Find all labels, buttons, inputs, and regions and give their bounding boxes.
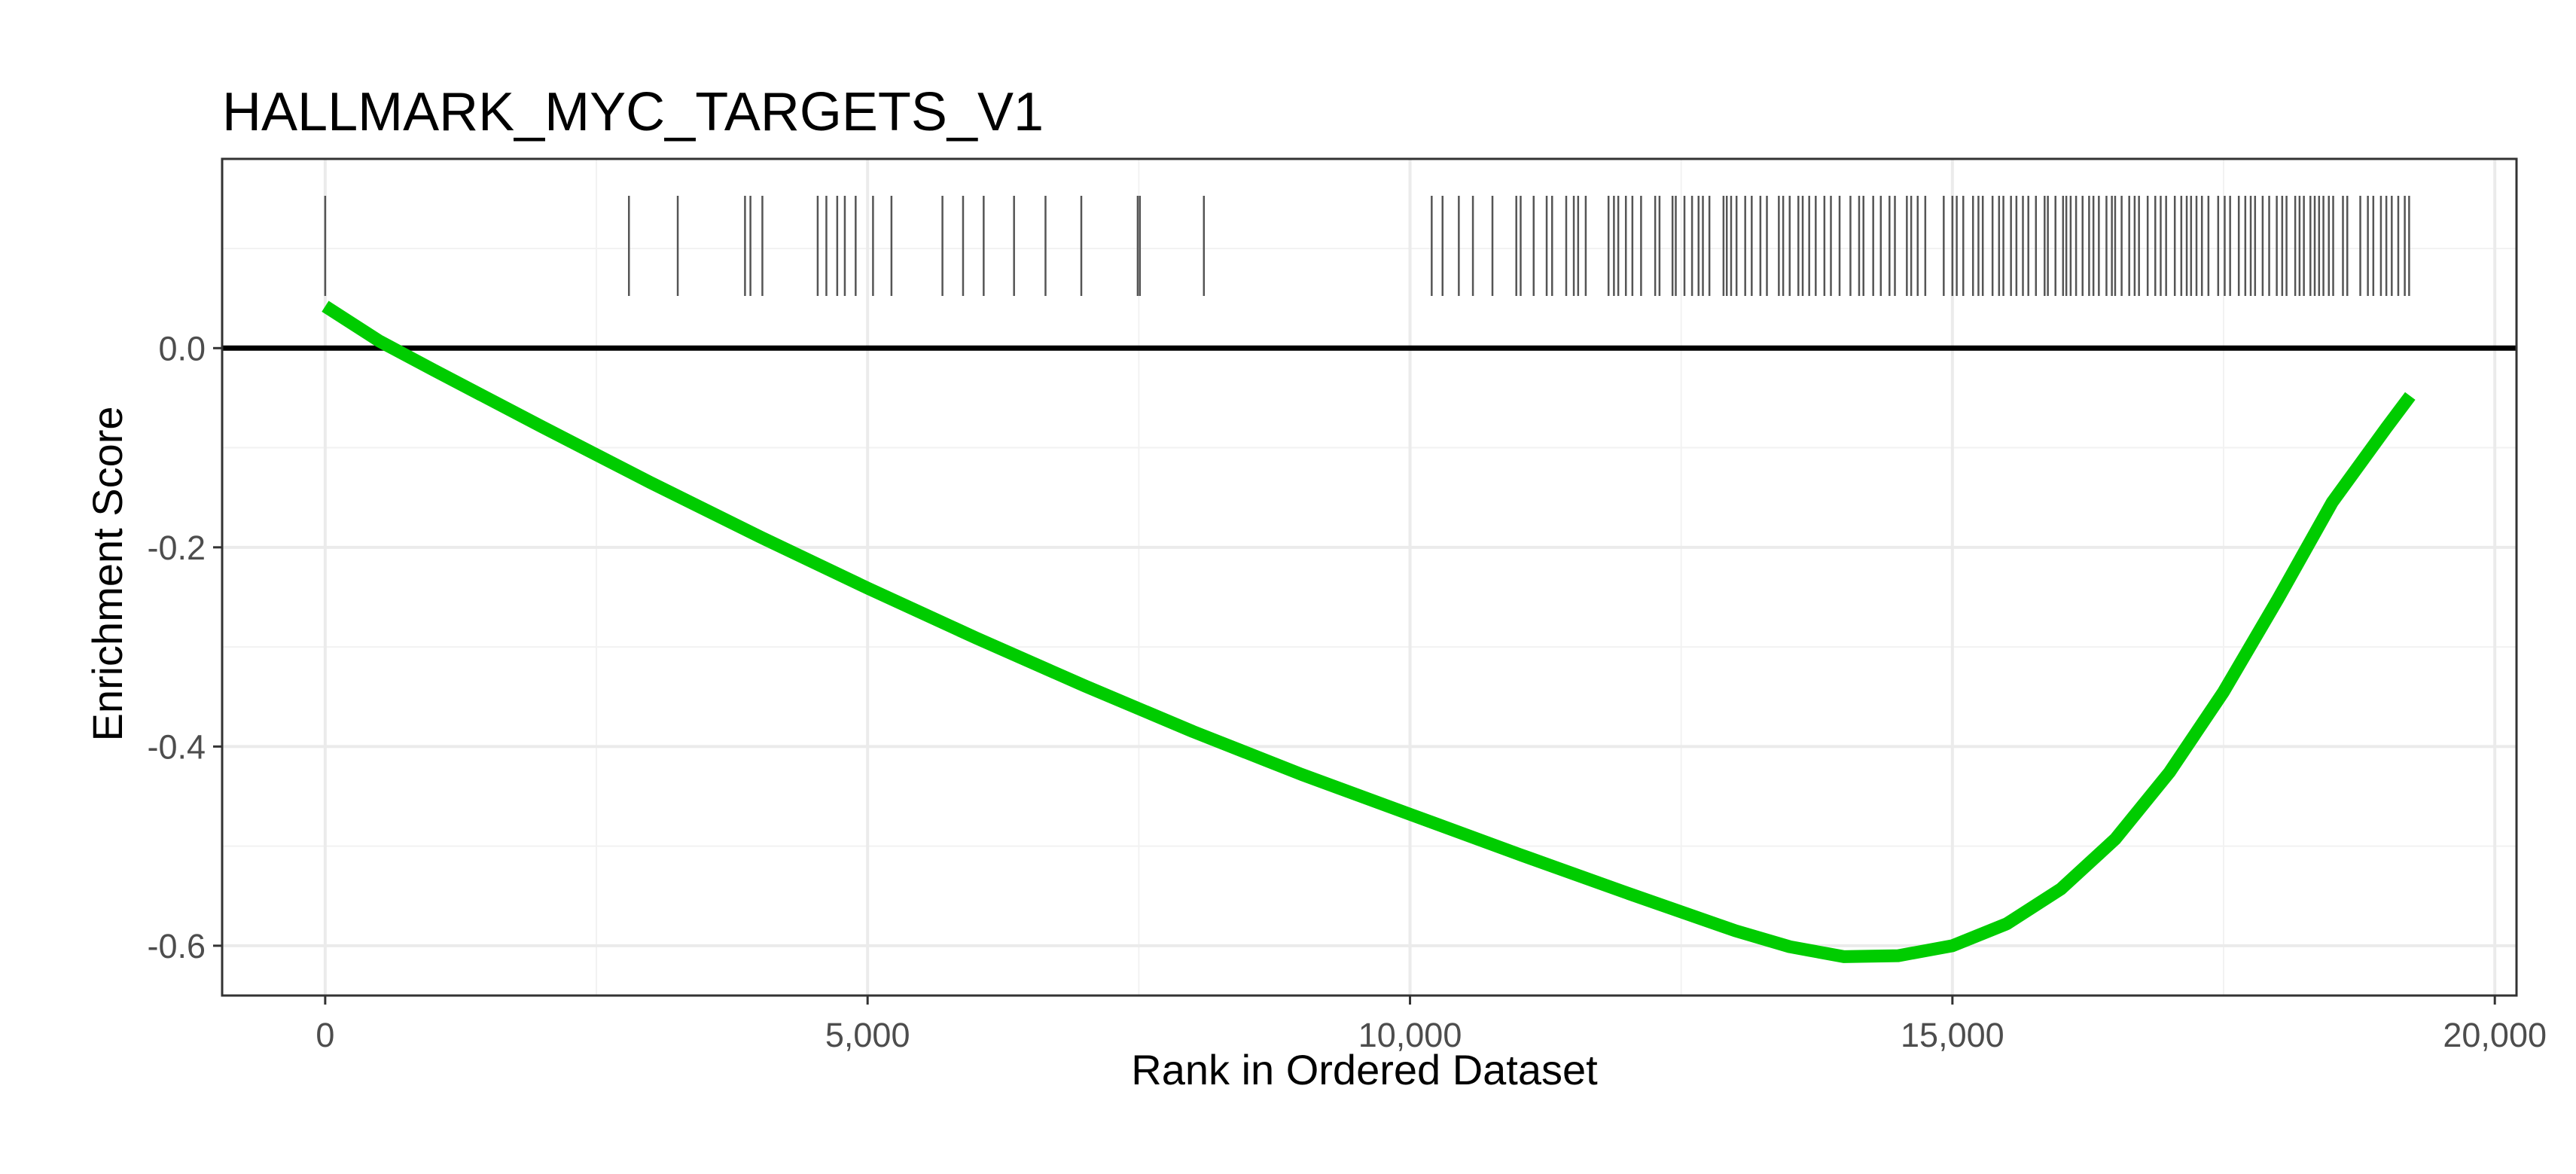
x-axis: 0 5,000 10,000 15,000 20,000 <box>316 996 2547 1054</box>
y-axis: 0.0 -0.2 -0.4 -0.6 <box>147 329 222 965</box>
x-tick-label: 5,000 <box>825 1016 910 1054</box>
enrichment-score-line <box>322 300 2416 963</box>
x-axis-title: Rank in Ordered Dataset <box>1131 1046 1598 1093</box>
minor-gridlines <box>222 159 2517 996</box>
gene-hit-marks <box>324 196 2410 296</box>
plot-panel-border <box>221 157 2518 997</box>
y-tick-label: 0.0 <box>158 329 206 367</box>
y-tick-label: -0.2 <box>147 529 206 567</box>
x-tick-label: 20,000 <box>2443 1016 2547 1054</box>
major-gridlines <box>222 159 2517 996</box>
y-tick-label: -0.4 <box>147 727 206 766</box>
y-axis-title: Enrichment Score <box>84 406 131 741</box>
x-tick-label: 0 <box>316 1016 334 1054</box>
y-tick-label: -0.6 <box>147 927 206 965</box>
x-tick-label: 15,000 <box>1901 1016 2004 1054</box>
x-tick-label: 10,000 <box>1358 1016 1462 1054</box>
chart-title: HALLMARK_MYC_TARGETS_V1 <box>222 82 1044 142</box>
